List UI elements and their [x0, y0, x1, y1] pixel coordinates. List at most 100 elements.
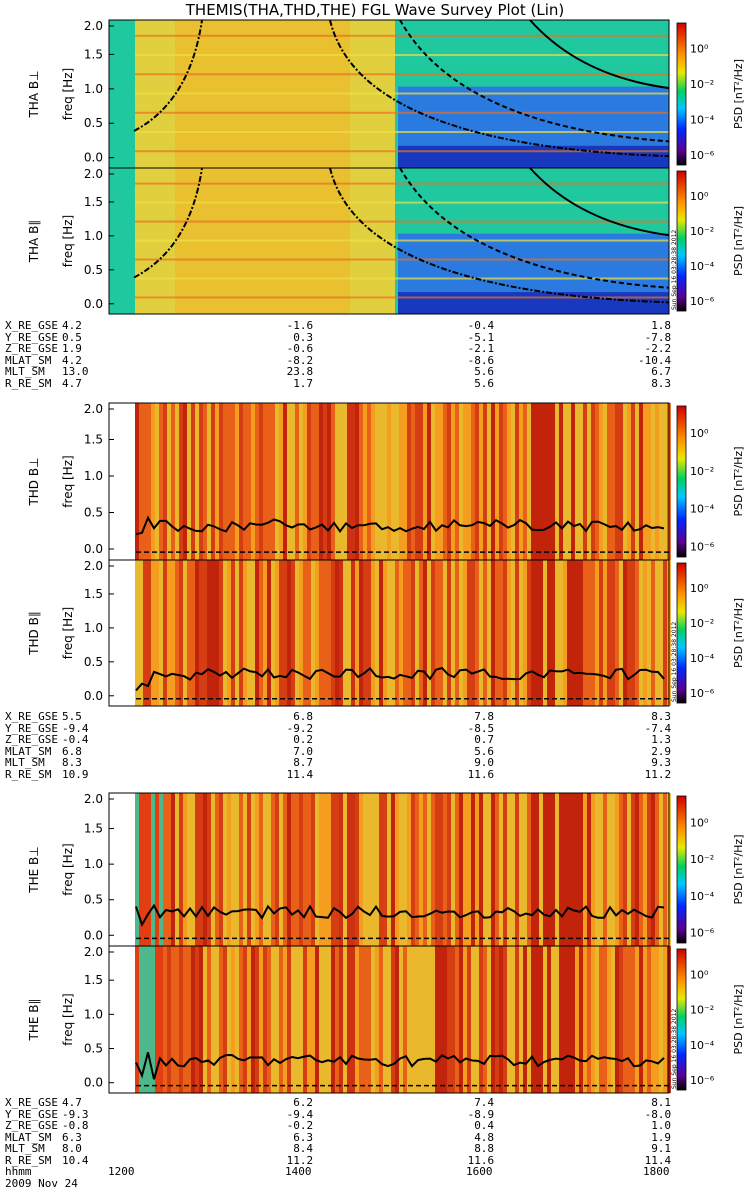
colorbar-title: PSD [nT²/Hz] [732, 834, 745, 904]
spectrogram-column [335, 560, 339, 706]
spectrogram-column [359, 403, 363, 560]
spectrogram-column [499, 946, 503, 1093]
orbit-row-name: Y_RE_GSE [5, 330, 58, 344]
spectrogram-column [443, 403, 447, 560]
spectrogram-column [599, 560, 603, 706]
colorbar [676, 170, 687, 312]
spectrogram-column [407, 793, 411, 946]
spectrogram-column [595, 560, 599, 706]
spectrogram-column [211, 403, 215, 560]
colorbar-tick-label: 10⁻² [690, 225, 714, 238]
orbit-value: 8.0 [62, 1142, 82, 1155]
spectrogram-column [159, 793, 163, 946]
spectrogram-column [267, 560, 271, 706]
spectrogram-column [491, 793, 495, 946]
spectrogram-column [343, 793, 347, 946]
spectrogram-column [299, 793, 303, 946]
spectrogram-column [315, 560, 319, 706]
spectrogram-column [419, 403, 423, 560]
spectrogram-column [551, 403, 555, 560]
spectrogram-column [647, 793, 651, 946]
orbit-value: 13.0 [62, 365, 89, 378]
orbit-value: 0.3 [293, 330, 314, 344]
spectrogram-column [327, 403, 331, 560]
colorbar-tick-label: 10⁻⁶ [690, 1074, 715, 1087]
date-label: 2009 Nov 24 [5, 1176, 78, 1190]
spectrogram-column [339, 560, 343, 706]
spectrogram-column [531, 403, 535, 560]
spectrogram-column [335, 946, 339, 1093]
spectrogram-column [203, 946, 207, 1093]
spectrogram-column [215, 403, 219, 560]
spectrogram-column [647, 403, 651, 560]
spectrogram-column [259, 403, 263, 560]
spectrogram-column [315, 946, 319, 1093]
spectrogram-column [383, 946, 387, 1093]
spectrogram-column [523, 560, 527, 706]
spectrogram-column [587, 793, 591, 946]
spectrogram-column [623, 946, 627, 1093]
spectrogram-column [283, 560, 287, 706]
spectrogram-column [543, 403, 547, 560]
freq-tick-label: 2.0 [84, 792, 103, 806]
spectrogram-column [159, 403, 163, 560]
spectrogram-column [271, 403, 275, 560]
orbit-value: -8.6 [467, 353, 495, 367]
orbit-row-name: X_RE_GSE [5, 710, 58, 723]
freq-axis-label: freq [Hz] [61, 68, 75, 120]
orbit-row-name: MLT_SM [5, 365, 45, 378]
gyrofrequency-curve [529, 19, 670, 90]
spectrogram-column [211, 946, 215, 1093]
spectrogram-column [427, 793, 431, 946]
spectrogram-column [603, 403, 607, 560]
spectrogram-column [567, 793, 571, 946]
spectrogram-column [319, 946, 323, 1093]
spectrogram-column [571, 793, 575, 946]
orbit-value: 7.8 [474, 710, 495, 723]
orbit-value: 4.7 [62, 1096, 82, 1109]
colorbar-tick-label: 10⁰ [690, 582, 709, 595]
spectrogram-column [475, 403, 479, 560]
orbit-value: 0.4 [474, 1119, 495, 1132]
spectrogram-column [323, 560, 327, 706]
spectrogram-column [451, 560, 455, 706]
spectrogram-column [651, 560, 655, 706]
spectrogram-column [219, 403, 223, 560]
spectrogram-column [583, 946, 587, 1093]
panel-label: THA B⊥ [27, 70, 41, 118]
spectrogram-column [415, 403, 419, 560]
orbit-row-name: X_RE_GSE [5, 1096, 58, 1109]
spectrogram-column [199, 793, 203, 946]
spectrogram-column [531, 793, 535, 946]
spectrogram-column [631, 793, 635, 946]
spectrogram-column [279, 560, 283, 706]
spectrogram-column [499, 403, 503, 560]
spectrogram-column [167, 403, 171, 560]
spectrogram-column [615, 946, 619, 1093]
spectrogram-column [463, 946, 467, 1093]
spectral-line [135, 92, 669, 95]
spectrogram-column [399, 560, 403, 706]
freq-tick-label: 1.5 [84, 822, 103, 836]
spectrogram-column [279, 403, 283, 560]
orbit-value: 11.2 [286, 1153, 314, 1167]
orbit-value: -10.4 [638, 353, 672, 367]
orbit-value: 6.3 [293, 1130, 314, 1144]
freq-tick-label: 1.0 [84, 857, 103, 871]
spectrogram-column [535, 403, 539, 560]
spectrogram-column [615, 403, 619, 560]
spectrogram-column [599, 946, 603, 1093]
gyrofrequency-curve [329, 167, 670, 304]
spectrogram-panel: 10⁰ 10⁻² 10⁻⁴ 10⁻⁶ PSD [nT²/Hz] 2.0 1.5 1.0 0.5 0… [27, 167, 745, 315]
spectrogram-column [307, 793, 311, 946]
spectrogram-panel: 10⁰ 10⁻² 10⁻⁴ 10⁻⁶ PSD [nT²/Hz] 2.0 1.5 1.0 0.5 0… [27, 402, 745, 561]
spectrogram-column [515, 946, 519, 1093]
spectrogram-column [291, 403, 295, 560]
colorbar-tick-label: 10⁻⁴ [690, 114, 715, 127]
spectrogram-column [135, 560, 139, 706]
spectrogram-column [531, 946, 535, 1093]
spectrogram-column [199, 560, 203, 706]
spectrogram-column [659, 946, 663, 1093]
colorbar-tick-label: 10⁻⁶ [690, 540, 715, 553]
spectrogram-column [635, 403, 639, 560]
